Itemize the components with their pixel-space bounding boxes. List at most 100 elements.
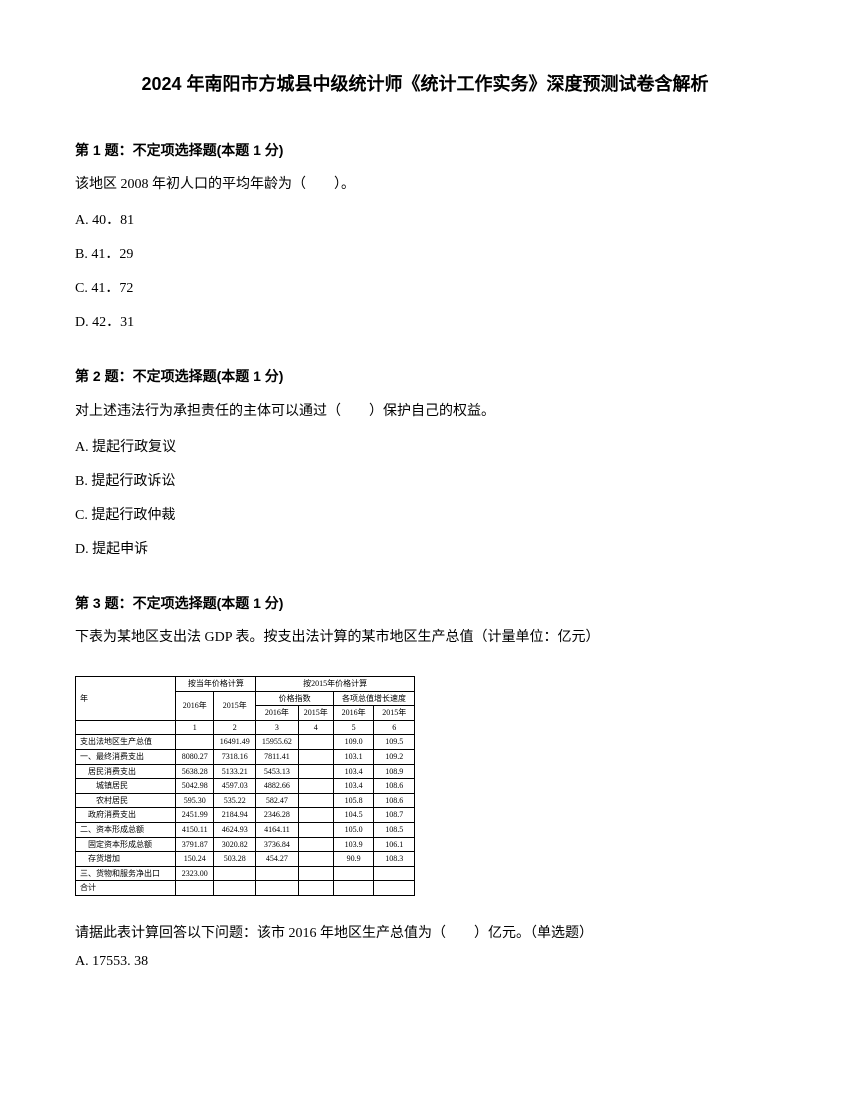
table-cell: [298, 793, 333, 808]
q2-option-d: D. 提起申诉: [75, 536, 775, 564]
table-cell: 3791.87: [176, 837, 214, 852]
table-cell: [256, 881, 298, 896]
table-cell: 5042.98: [176, 779, 214, 794]
table-cell: 5453.13: [256, 764, 298, 779]
table-cell: 8080.27: [176, 749, 214, 764]
table-cell: [176, 881, 214, 896]
table-cell: 按2015年价格计算: [256, 676, 415, 691]
table-cell: 105.0: [333, 822, 374, 837]
table-cell: 一、最终消费支出: [76, 749, 176, 764]
table-cell: 7318.16: [214, 749, 256, 764]
table-cell: 2016年: [176, 691, 214, 720]
table-cell: 582.47: [256, 793, 298, 808]
table-cell: 16491.49: [214, 735, 256, 750]
table-cell: 103.4: [333, 764, 374, 779]
table-cell: 3020.82: [214, 837, 256, 852]
table-cell: [76, 720, 176, 735]
table-cell: 103.9: [333, 837, 374, 852]
table-cell: 3736.84: [256, 837, 298, 852]
table-cell: 2184.94: [214, 808, 256, 823]
table-cell: [298, 749, 333, 764]
table-cell: 108.6: [374, 779, 415, 794]
table-cell: 108.3: [374, 852, 415, 867]
table-cell: [256, 866, 298, 881]
table-cell: 农村居民: [76, 793, 176, 808]
page-title: 2024 年南阳市方城县中级统计师《统计工作实务》深度预测试卷含解析: [75, 70, 775, 99]
table-cell: [298, 866, 333, 881]
table-cell: 4150.11: [176, 822, 214, 837]
q1-option-a: A. 40．81: [75, 207, 775, 235]
table-cell: [214, 881, 256, 896]
table-cell: [298, 779, 333, 794]
q2-option-b: B. 提起行政诉讼: [75, 468, 775, 496]
q2-option-a: A. 提起行政复议: [75, 434, 775, 462]
table-cell: 6: [374, 720, 415, 735]
table-cell: 595.30: [176, 793, 214, 808]
table-cell: 政府消费支出: [76, 808, 176, 823]
table-cell: 固定资本形成总额: [76, 837, 176, 852]
table-cell: 109.2: [374, 749, 415, 764]
table-cell: 2015年: [374, 706, 415, 721]
table-cell: 109.0: [333, 735, 374, 750]
table-cell: [298, 822, 333, 837]
q3-text: 下表为某地区支出法 GDP 表。按支出法计算的某市地区生产总值（计量单位：亿元）: [75, 624, 775, 652]
table-cell: 2016年: [333, 706, 374, 721]
table-cell: [298, 837, 333, 852]
table-cell: [298, 881, 333, 896]
table-cell: [298, 852, 333, 867]
table-cell: 支出法地区生产总值: [76, 735, 176, 750]
table-cell: 二、资本形成总额: [76, 822, 176, 837]
table-cell: 各项总值增长速度: [333, 691, 414, 706]
table-cell: 105.8: [333, 793, 374, 808]
table-cell: 5133.21: [214, 764, 256, 779]
table-cell: [374, 881, 415, 896]
table-cell: 108.5: [374, 822, 415, 837]
table-cell: 503.28: [214, 852, 256, 867]
table-cell: 2451.99: [176, 808, 214, 823]
table-cell: 5: [333, 720, 374, 735]
table-cell: [333, 881, 374, 896]
table-cell: [298, 764, 333, 779]
table-cell: [374, 866, 415, 881]
table-cell: 存货增加: [76, 852, 176, 867]
table-cell: 103.1: [333, 749, 374, 764]
table-cell: 103.4: [333, 779, 374, 794]
gdp-table: 年 按当年价格计算 按2015年价格计算 2016年 2015年 价格指数 各项…: [75, 676, 415, 896]
q1-option-c: C. 41．72: [75, 275, 775, 303]
table-cell: [176, 735, 214, 750]
table-cell: 108.6: [374, 793, 415, 808]
table-cell: 4882.66: [256, 779, 298, 794]
table-cell: 4164.11: [256, 822, 298, 837]
table-cell: [214, 866, 256, 881]
table-cell: 5638.28: [176, 764, 214, 779]
q2-header: 第 2 题：不定项选择题(本题 1 分): [75, 365, 775, 387]
table-cell: 535.22: [214, 793, 256, 808]
table-cell: 年: [76, 676, 176, 720]
table-cell: 15955.62: [256, 735, 298, 750]
q3-option-a: A. 17553. 38: [75, 948, 775, 976]
q1-header: 第 1 题：不定项选择题(本题 1 分): [75, 139, 775, 161]
table-cell: 2015年: [298, 706, 333, 721]
q1-option-b: B. 41．29: [75, 241, 775, 269]
table-cell: 3: [256, 720, 298, 735]
table-cell: 454.27: [256, 852, 298, 867]
table-cell: 104.5: [333, 808, 374, 823]
table-cell: 108.9: [374, 764, 415, 779]
q3-header: 第 3 题：不定项选择题(本题 1 分): [75, 592, 775, 614]
table-cell: 2016年: [256, 706, 298, 721]
q2-text: 对上述违法行为承担责任的主体可以通过（ ）保护自己的权益。: [75, 398, 775, 426]
table-cell: 4: [298, 720, 333, 735]
table-cell: 2015年: [214, 691, 256, 720]
table-cell: 106.1: [374, 837, 415, 852]
table-cell: 按当年价格计算: [176, 676, 256, 691]
table-cell: [298, 735, 333, 750]
table-cell: [298, 808, 333, 823]
table-cell: 价格指数: [256, 691, 334, 706]
q1-option-d: D. 42．31: [75, 309, 775, 337]
q3-sub-question: 请据此表计算回答以下问题：该市 2016 年地区生产总值为（ ）亿元。（单选题）: [75, 920, 775, 948]
table-cell: 城镇居民: [76, 779, 176, 794]
table-cell: [333, 866, 374, 881]
table-cell: 三、货物和服务净出口: [76, 866, 176, 881]
table-cell: 7811.41: [256, 749, 298, 764]
table-cell: 90.9: [333, 852, 374, 867]
